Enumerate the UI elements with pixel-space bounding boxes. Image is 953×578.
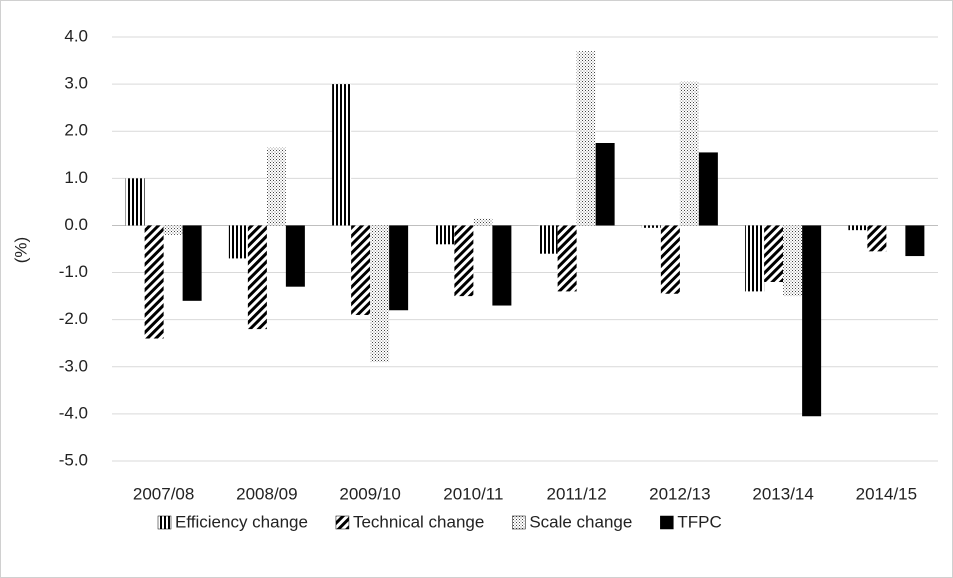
legend-swatch — [157, 515, 172, 530]
bar — [435, 225, 455, 245]
bar — [285, 225, 305, 287]
bar — [332, 84, 352, 226]
bar — [641, 225, 661, 228]
bar — [163, 225, 183, 235]
y-tick-label: -5.0 — [59, 450, 88, 469]
y-axis-label: (%) — [11, 237, 30, 263]
bar — [144, 225, 164, 339]
y-tick-label: 2.0 — [64, 121, 88, 140]
legend-swatch — [335, 515, 350, 530]
bar — [454, 225, 474, 297]
bar — [867, 225, 887, 252]
y-tick-label: 4.0 — [64, 26, 88, 45]
bar — [247, 225, 267, 330]
x-tick-label: 2007/08 — [133, 484, 194, 503]
bar — [783, 225, 803, 297]
legend-swatch — [512, 515, 526, 530]
bar — [576, 51, 596, 226]
y-tick-label: -3.0 — [59, 356, 88, 375]
bar — [182, 225, 202, 301]
legend-label: Scale change — [529, 512, 632, 531]
bar — [492, 225, 512, 306]
bar — [266, 147, 286, 226]
bar — [698, 152, 718, 226]
legend-label: Technical change — [353, 512, 484, 531]
x-tick-label: 2013/14 — [752, 484, 813, 503]
bar — [660, 225, 680, 294]
y-tick-label: 0.0 — [64, 215, 88, 234]
bar — [557, 225, 577, 292]
bar — [802, 225, 822, 417]
legend-label: Efficiency change — [175, 512, 308, 531]
bar — [679, 81, 699, 226]
bar — [764, 225, 784, 282]
x-tick-label: 2014/15 — [856, 484, 917, 503]
bar — [848, 225, 868, 231]
x-tick-label: 2009/10 — [339, 484, 400, 503]
x-tick-label: 2011/12 — [547, 484, 607, 503]
legend-swatch — [660, 515, 674, 530]
x-tick-label: 2012/13 — [649, 484, 710, 503]
bar — [389, 225, 409, 311]
y-tick-label: -2.0 — [59, 309, 88, 328]
legend-label: TFPC — [677, 512, 721, 531]
x-tick-label: 2010/11 — [443, 484, 503, 503]
bar — [370, 225, 390, 363]
bar — [473, 218, 493, 226]
bar — [228, 225, 248, 259]
bar — [351, 225, 371, 315]
y-tick-label: 1.0 — [64, 168, 88, 187]
bar — [595, 143, 615, 226]
bar — [125, 178, 145, 226]
bar — [538, 225, 558, 254]
x-tick-label: 2008/09 — [236, 484, 297, 503]
y-tick-label: 3.0 — [64, 74, 88, 93]
bar — [905, 225, 925, 257]
y-tick-label: -4.0 — [59, 403, 88, 422]
bar — [745, 225, 765, 292]
y-tick-label: -1.0 — [59, 262, 88, 281]
